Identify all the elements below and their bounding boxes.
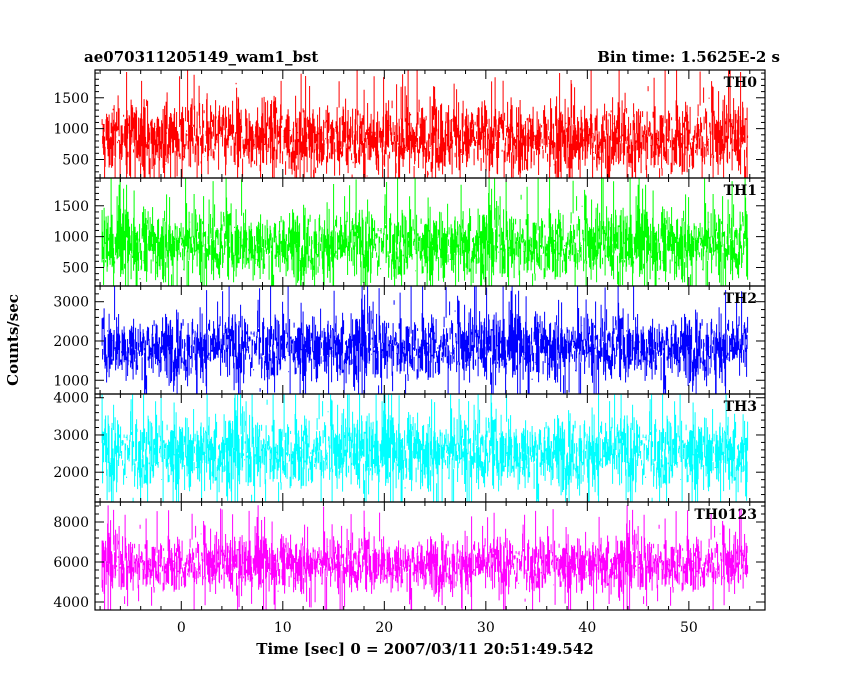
y-tick-label: 1500	[53, 199, 89, 215]
y-tick-label: 4000	[53, 595, 89, 611]
x-axis-label: Time [sec] 0 = 2007/03/11 20:51:49.542	[256, 640, 593, 658]
y-tick-label: 500	[62, 152, 89, 168]
panel-label-th0123: TH0123	[694, 507, 757, 523]
y-tick-label: 1500	[53, 91, 89, 107]
series-line-th2	[101, 286, 749, 394]
panels-group: 500 1000 1500 TH0 500 1000 1500 TH1 1000 2000 3000…	[53, 69, 766, 611]
panel-label-th0: TH0	[724, 75, 758, 91]
y-tick-label: 1000	[53, 230, 89, 246]
y-tick-label: 6000	[53, 555, 89, 571]
series-line-th1	[101, 178, 749, 286]
chart-title-left: ae070311205149_wam1_bst	[84, 48, 318, 66]
x-tick-label: 50	[680, 620, 698, 636]
x-tick-label: 20	[375, 620, 393, 636]
series-line-th0123	[101, 505, 749, 610]
y-tick-label: 500	[62, 260, 89, 276]
y-tick-label: 3000	[53, 428, 89, 444]
panel-th0: 500 1000 1500 TH0	[53, 69, 766, 179]
x-tick-label: 30	[477, 620, 495, 636]
y-tick-label: 1000	[53, 122, 89, 138]
panel-th0123: 4000 6000 8000 TH0123	[53, 501, 766, 611]
x-axis-group: 0 10 20 30 40 50	[177, 620, 698, 636]
y-tick-label: 3000	[53, 295, 89, 311]
panel-label-th3: TH3	[724, 399, 757, 415]
panel-th2: 1000 2000 3000 TH2	[53, 285, 766, 395]
y-tick-label: 8000	[53, 515, 89, 531]
y-axis-label: Counts/sec	[4, 294, 22, 386]
y-tick-label: 4000	[53, 391, 89, 407]
y-tick-label: 1000	[53, 373, 89, 389]
panel-label-th2: TH2	[724, 291, 757, 307]
series-line-th0	[101, 70, 749, 178]
panel-label-th1: TH1	[724, 183, 757, 199]
series-line-th3	[101, 394, 749, 502]
chart-title-right: Bin time: 1.5625E-2 s	[597, 48, 780, 66]
y-tick-label: 2000	[53, 465, 89, 481]
panel-th1: 500 1000 1500 TH1	[53, 177, 766, 287]
panel-th3: 2000 3000 4000 TH3	[53, 391, 766, 503]
x-tick-label: 40	[578, 620, 596, 636]
y-tick-label: 2000	[53, 334, 89, 350]
x-tick-label: 10	[274, 620, 292, 636]
x-tick-label: 0	[177, 620, 186, 636]
panel-frame	[94, 501, 766, 611]
